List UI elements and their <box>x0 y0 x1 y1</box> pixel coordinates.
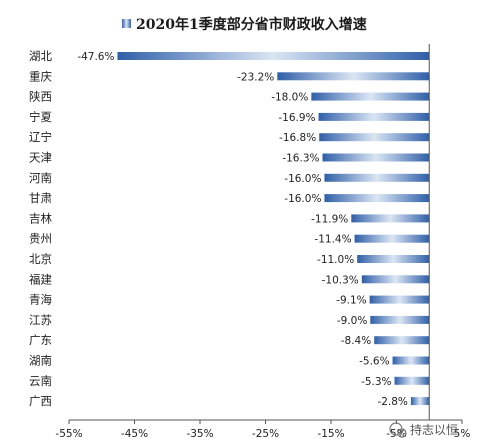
value-label: -11.9% <box>311 213 348 225</box>
watermark: 持志以恒 <box>389 422 458 438</box>
value-label: -5.3% <box>361 376 391 388</box>
category-label: 陕西 <box>29 90 52 104</box>
value-label: -47.6% <box>77 51 114 63</box>
value-label: -16.0% <box>284 193 321 205</box>
x-tick-label: -25% <box>252 428 279 440</box>
value-label: -18.0% <box>271 92 308 104</box>
value-label: -16.0% <box>284 173 321 185</box>
chart-title: 2020年1季度部分省市财政收入增速 <box>122 16 367 33</box>
value-label: -9.1% <box>336 295 366 307</box>
category-label: 辽宁 <box>29 130 52 144</box>
bar <box>392 356 430 365</box>
bar <box>351 214 430 223</box>
category-label: 贵州 <box>29 232 52 246</box>
value-label: -16.9% <box>278 112 315 124</box>
bar <box>374 336 430 345</box>
bar <box>277 72 430 81</box>
bar <box>324 194 430 203</box>
category-label: 云南 <box>29 374 52 388</box>
legend-swatch <box>122 19 131 28</box>
x-tick-label: -15% <box>317 428 344 440</box>
value-label: -23.2% <box>237 71 274 83</box>
value-labels: -47.6% -23.2% -18.0% -16.9% -16.8% -16.3% -16.… <box>77 51 408 408</box>
bar <box>410 397 430 406</box>
value-label: -2.8% <box>377 396 407 408</box>
x-axis-ticks: -55% -45% -35% -25% -15% -5% 5% <box>55 420 470 440</box>
value-label: -9.0% <box>337 315 367 327</box>
bar <box>361 275 430 284</box>
bar <box>369 295 430 304</box>
value-label: -11.4% <box>314 234 351 246</box>
x-tick-label: -55% <box>55 428 82 440</box>
category-label: 宁夏 <box>29 110 52 124</box>
value-label: -11.0% <box>317 254 354 266</box>
value-label: -8.4% <box>341 335 371 347</box>
bar <box>394 376 430 385</box>
category-label: 广东 <box>29 333 52 347</box>
category-label: 湖北 <box>29 49 52 63</box>
value-label: -5.6% <box>359 356 389 368</box>
category-label: 甘肃 <box>29 191 52 205</box>
wechat-icon-dot <box>397 428 407 438</box>
value-label: -16.8% <box>279 132 316 144</box>
bar <box>318 112 430 121</box>
bar <box>370 315 430 324</box>
bar <box>322 153 430 162</box>
bars <box>117 52 430 406</box>
category-label: 重庆 <box>29 69 52 83</box>
category-label: 青海 <box>29 293 52 307</box>
x-tick-label: 5% <box>454 428 471 440</box>
category-label: 江苏 <box>29 313 52 327</box>
bar <box>357 255 430 263</box>
bar <box>324 173 430 182</box>
value-label: -16.3% <box>282 153 319 165</box>
category-label: 北京 <box>29 252 52 266</box>
category-label: 吉林 <box>29 211 52 225</box>
bar <box>354 234 430 243</box>
bar <box>311 92 430 101</box>
x-tick-label: -45% <box>121 428 148 440</box>
category-label: 河南 <box>29 171 52 185</box>
chart-title-text: 2020年1季度部分省市财政收入增速 <box>136 16 367 33</box>
x-tick-label: -35% <box>186 428 213 440</box>
category-label: 广西 <box>29 394 52 408</box>
watermark-text: 持志以恒 <box>410 422 458 437</box>
bar <box>117 52 430 60</box>
category-label: 湖南 <box>29 354 52 368</box>
category-label: 天津 <box>29 151 52 165</box>
value-label: -10.3% <box>322 274 359 286</box>
category-label: 福建 <box>29 272 52 286</box>
bar <box>319 133 430 142</box>
